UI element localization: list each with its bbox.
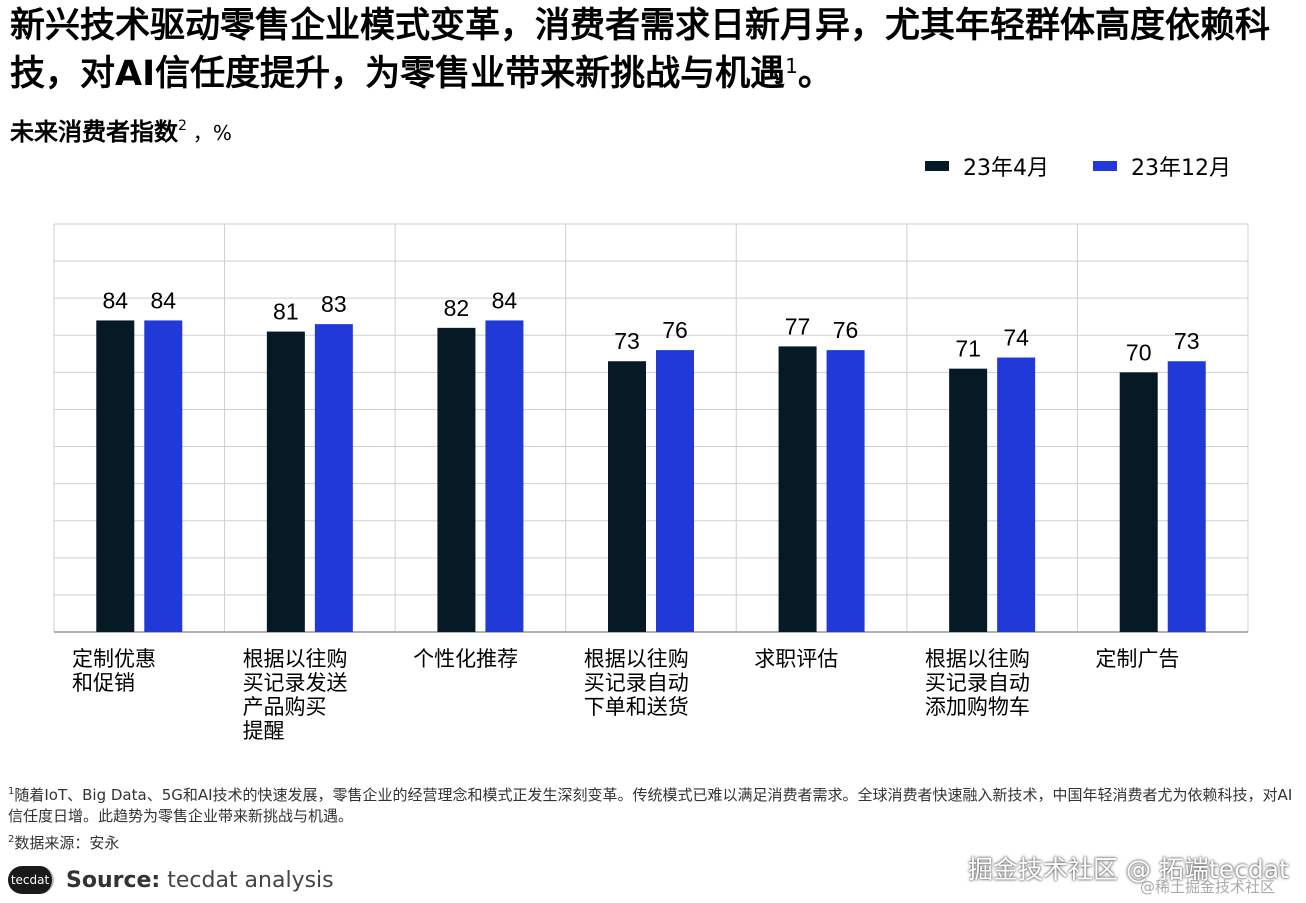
- footnote-2: 2数据来源：安永: [8, 829, 1298, 854]
- category-label: 定制广告: [1095, 647, 1179, 671]
- bar-dec: [485, 320, 524, 632]
- category-label: 和促销: [72, 671, 135, 695]
- category-label: 求职评估: [754, 647, 838, 671]
- bar-apr: [437, 327, 476, 632]
- footnote-2-text: 数据来源：安永: [14, 834, 120, 852]
- chart-subtitle-text: 未来消费者指数: [10, 118, 178, 146]
- legend-label-apr: 23年4月: [963, 156, 1049, 181]
- data-label: 77: [785, 313, 811, 339]
- data-label: 83: [321, 291, 347, 317]
- legend-label-dec: 23年12月: [1131, 156, 1231, 181]
- data-label: 82: [444, 295, 470, 321]
- bar-apr: [949, 368, 988, 632]
- bar-dec: [997, 357, 1036, 632]
- data-label: 84: [492, 287, 518, 313]
- bar-dec: [144, 320, 183, 632]
- category-label: 买记录发送: [243, 671, 348, 695]
- bar-apr: [266, 331, 305, 632]
- chart-subtitle-footnote-marker: 2: [178, 118, 187, 134]
- data-label: 71: [955, 336, 981, 362]
- category-label: 下单和送货: [584, 695, 689, 719]
- data-label: 73: [614, 328, 640, 354]
- chart-legend: 23年4月 23年12月: [925, 150, 1275, 182]
- footnote-1-text: 随着IoT、Big Data、5G和AI技术的快速发展，零售企业的经营理念和模式…: [8, 786, 1293, 825]
- category-label: 根据以往购: [584, 647, 689, 671]
- data-label: 76: [833, 317, 859, 343]
- chart-subtitle-unit: ，%: [192, 121, 232, 145]
- category-label: 根据以往购: [243, 647, 348, 671]
- data-label: 84: [150, 287, 176, 313]
- legend-item-dec: 23年12月: [1093, 150, 1231, 182]
- source-label: Source:: [66, 867, 161, 893]
- source-text: tecdat analysis: [167, 867, 334, 893]
- category-label: 添加购物车: [925, 695, 1030, 719]
- bar-dec: [1167, 361, 1206, 632]
- chart-subtitle: 未来消费者指数2 ，%: [10, 112, 232, 147]
- category-label: 根据以往购: [925, 647, 1030, 671]
- headline-footnote-marker: 1: [785, 54, 798, 78]
- data-label: 70: [1126, 339, 1152, 365]
- headline-text: 新兴技术驱动零售企业模式变革，消费者需求日新月异，尤其年轻群体高度依赖科技，对A…: [10, 6, 1271, 94]
- bar-dec: [656, 350, 694, 632]
- tecdat-logo: tecdat: [8, 866, 54, 894]
- watermark-primary: 掘金技术社区 @ 拓端tecdat: [968, 855, 1289, 884]
- category-label: 产品购买: [243, 695, 327, 719]
- data-label: 73: [1174, 328, 1200, 354]
- legend-swatch-apr: [925, 161, 949, 171]
- footnote-2-marker: 2: [8, 834, 15, 845]
- legend-item-apr: 23年4月: [925, 150, 1049, 182]
- bar-apr: [96, 320, 135, 632]
- data-label: 81: [273, 299, 299, 325]
- watermark-secondary: @稀土掘金技术社区: [1140, 878, 1276, 896]
- data-label: 84: [102, 287, 128, 313]
- bar-dec: [314, 324, 353, 632]
- legend-swatch-dec: [1093, 161, 1117, 171]
- bar-dec: [826, 350, 865, 632]
- bar-apr: [1119, 372, 1158, 632]
- footnote-1-marker: 1: [8, 786, 15, 797]
- category-label: 个性化推荐: [413, 647, 518, 671]
- bar-apr: [778, 346, 817, 632]
- headline: 新兴技术驱动零售企业模式变革，消费者需求日新月异，尤其年轻群体高度依赖科技，对A…: [10, 6, 1300, 94]
- data-label: 74: [1003, 325, 1029, 351]
- source-credit: Source: tecdat analysis: [66, 868, 334, 893]
- footnote-1: 1随着IoT、Big Data、5G和AI技术的快速发展，零售企业的经营理念和模…: [8, 781, 1298, 827]
- bar-apr: [608, 361, 646, 632]
- source-row: tecdat Source: tecdat analysis: [8, 866, 334, 894]
- headline-end: 。: [797, 54, 833, 94]
- category-label: 提醒: [243, 719, 285, 743]
- data-label: 76: [662, 317, 688, 343]
- category-label: 定制优惠: [72, 647, 156, 671]
- category-label: 买记录自动: [584, 671, 689, 695]
- category-label: 买记录自动: [925, 671, 1030, 695]
